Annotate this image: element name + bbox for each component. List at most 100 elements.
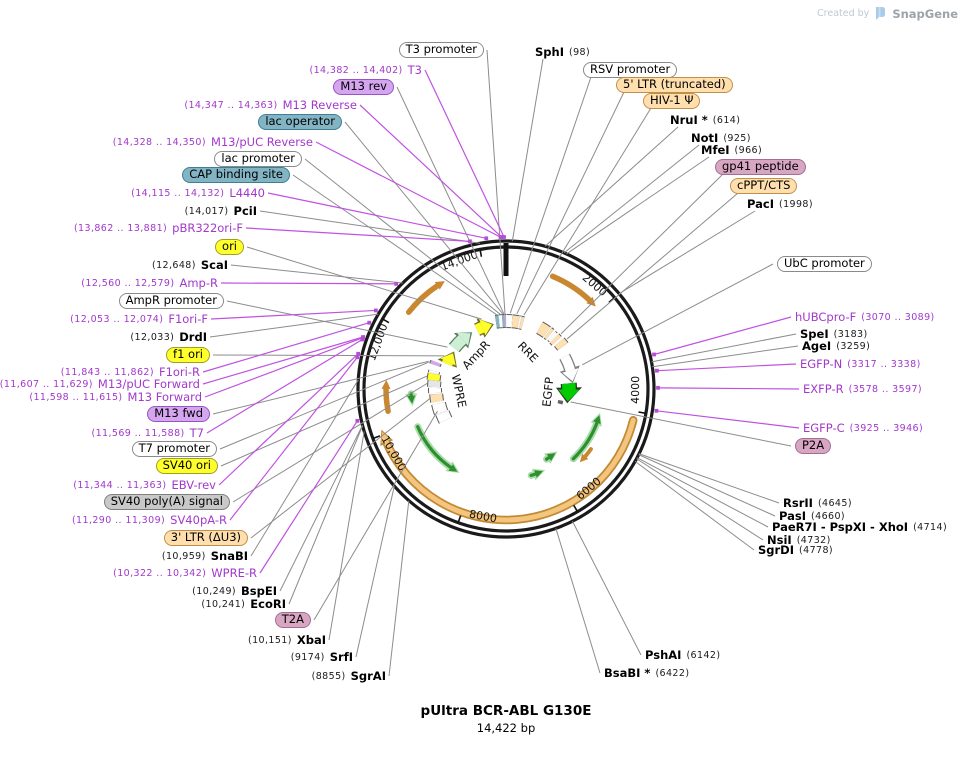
gene-arrow-small-3-head[interactable] [407,395,416,404]
primer-label-amp-r[interactable]: (12,560 .. 12,579) Amp-R [81,274,218,292]
feature-label-rsv-promoter[interactable]: RSV promoter [583,61,678,79]
feature-label-t2a[interactable]: T2A [274,611,311,629]
primer-label-pbr322ori-f[interactable]: (13,862 .. 13,881) pBR322ori-F [74,219,243,237]
feature-label-t7-promoter[interactable]: T7 promoter [131,440,217,458]
enzyme-label-sphi[interactable]: SphI (98) [535,43,590,61]
enzyme-label-xbai[interactable]: (10,151) XbaI [248,631,326,649]
enzyme-label-srfi[interactable]: (9174) SrfI [291,648,353,666]
primer-label-f1ori-f[interactable]: (12,053 .. 12,074) F1ori-F [70,310,208,328]
enzyme-label-nrui[interactable]: NruI * (614) [670,111,740,129]
bcr-abl-gene-arc[interactable] [383,417,636,523]
enzyme-label-mfei[interactable]: MfeI (966) [701,141,762,159]
primer-label-exfp-r[interactable]: EXFP-R (3578 .. 3597) [803,380,922,398]
gene-arrow-small-1[interactable] [529,472,538,477]
enzyme-label-ecori[interactable]: (10,241) EcoRI [201,595,286,613]
sv40-ori-box[interactable] [427,372,441,382]
enzyme-label-sgrdi[interactable]: SgrDI (4778) [758,541,833,559]
feature-label-m13-rev[interactable]: M13 rev [333,78,394,96]
hiv-psi-box[interactable] [519,316,525,329]
feature-label-5-ltr-truncated[interactable]: 5' LTR (truncated) [616,76,733,94]
primer-label-egfp-n[interactable]: EGFP-N (3317 .. 3338) [800,355,921,373]
enzyme-label-scai[interactable]: (12,648) ScaI [152,256,228,274]
feature-label-t3-promoter[interactable]: T3 promoter [398,41,484,59]
feature-label-hiv-1[interactable]: HIV-1 Ψ [643,92,701,110]
primer-label-wpre-r[interactable]: (10,322 .. 10,342) WPRE-R [113,564,257,582]
t7-promoter-box[interactable] [428,369,440,375]
inner-label-wpre[interactable]: WPRE [448,372,470,409]
primer-label-l4440[interactable]: (14,115 .. 14,132) L4440 [131,184,265,202]
f1-ori-arrow[interactable] [442,359,453,367]
m13-fwd-box[interactable] [430,360,441,367]
primer-label-m13-puc-forward[interactable]: (11,607 .. 11,629) M13/pUC Forward [0,375,200,393]
feature-label-f1-ori[interactable]: f1 ori [166,346,210,364]
feature-label-p2a[interactable]: P2A [795,437,832,455]
cppt-box[interactable] [554,338,568,351]
ampr-arrow[interactable] [449,335,467,352]
feature-label-3-ltr-u3[interactable]: 3' LTR (ΔU3) [163,529,248,547]
primer-label-sv40pa-r[interactable]: (11,290 .. 11,309) SV40pA-R [72,511,227,529]
enzyme-label-sgrai[interactable]: (8855) SgrAI [312,667,386,685]
ltr3-arrow-head[interactable] [381,379,391,389]
enzyme-label-pasi[interactable]: PasI (4660) [779,507,845,525]
p2a-tick[interactable] [558,400,563,405]
wpre-box-2[interactable] [432,402,448,415]
feature-label-sv40-poly-a-signal[interactable]: SV40 poly(A) signal [103,493,230,511]
gp41-box[interactable] [550,334,562,345]
orf-upper-left-head[interactable] [434,281,445,290]
gene-arrow-left[interactable] [416,425,453,469]
orf-upper-right[interactable] [549,273,593,303]
enzyme-label-nsii[interactable]: NsiI (4732) [767,531,831,549]
feature-label-cppt-cts[interactable]: cPPT/CTS [730,177,798,195]
gene-arrow-small-2-head[interactable] [546,453,556,461]
enzyme-label-noti[interactable]: NotI (925) [691,129,751,147]
primer-label-egfp-c[interactable]: EGFP-C (3925 .. 3946) [803,419,923,437]
primer-label-t3[interactable]: (14,382 .. 14,402) T3 [309,61,422,79]
inner-label-egfp[interactable]: EGFP [539,376,557,408]
gene-arrow-left-head[interactable] [448,464,458,472]
enzyme-label-rsrii[interactable]: RsrII (4645) [783,494,852,512]
inner-label-rre[interactable]: RRE [514,338,542,366]
feature-label-cap-binding-site[interactable]: CAP binding site [182,166,290,184]
feature-label-ubc-promoter[interactable]: UbC promoter [777,255,872,273]
orf-upper-right-head[interactable] [586,296,596,307]
feature-label-lac-operator[interactable]: lac operator [258,113,342,131]
enzyme-label-spei[interactable]: SpeI (3183) [800,325,868,343]
orf-small-head[interactable] [579,453,589,463]
enzyme-label-bsabi[interactable]: BsaBI * (6422) [604,664,689,682]
ubc-promoter-arrow-head[interactable] [562,368,579,382]
gene-arrow-right-head[interactable] [593,415,601,425]
inner-label-ampr[interactable]: AmpR [459,337,494,373]
feature-label-ori[interactable]: ori [215,238,244,256]
rre-box[interactable] [536,322,551,338]
enzyme-label-snabi[interactable]: (10,959) SnaBI [162,547,248,565]
enzyme-label-pshai[interactable]: PshAI (6142) [645,646,720,664]
feature-label-m13-fwd[interactable]: M13 fwd [147,405,210,423]
ampr-arrow-head[interactable] [456,332,471,346]
primer-label-f1ori-r[interactable]: (11,843 .. 11,862) F1ori-R [61,363,200,381]
primer-label-ebv-rev[interactable]: (11,344 .. 11,363) EBV-rev [73,476,216,494]
egfp-arrow-head[interactable] [558,389,580,402]
rre-box-2[interactable] [544,328,554,340]
gene-arrow-right[interactable] [571,421,599,461]
gene-arrow-small-1-head[interactable] [534,470,543,478]
enzyme-label-paci[interactable]: PacI (1998) [747,195,813,213]
enzyme-label-paer7i-pspxi-xhoi[interactable]: PaeR7I - PspXI - XhoI (4714) [772,518,947,536]
ltr3-box[interactable] [430,393,444,403]
ori-arrow-head[interactable] [479,319,492,336]
feature-label-sv40-ori[interactable]: SV40 ori [155,457,218,475]
enzyme-label-drdi[interactable]: (12,033) DrdI [130,328,207,346]
ltr3-arrow[interactable] [383,386,391,414]
primer-label-m13-puc-reverse[interactable]: (14,328 .. 14,350) M13/pUC Reverse [113,133,313,151]
enzyme-label-agei[interactable]: AgeI (3259) [802,337,870,355]
primer-label-t7[interactable]: (11,569 .. 11,588) T7 [91,424,204,442]
f1-ori-arrow-head[interactable] [440,353,456,366]
sv40-polya-box[interactable] [428,380,441,388]
spacer-box[interactable] [548,331,557,342]
primer-label-hubcpro-f[interactable]: hUBCpro-F (3070 .. 3089) [795,308,935,326]
enzyme-label-pcii[interactable]: (14,017) PciI [185,202,257,220]
enzyme-label-bspei[interactable]: (10,249) BspEI [192,582,277,600]
primer-label-m13-forward[interactable]: (11,598 .. 11,615) M13 Forward [29,388,202,406]
feature-label-ampr-promoter[interactable]: AmpR promoter [118,292,224,310]
primer-label-m13-reverse[interactable]: (14,347 .. 14,363) M13 Reverse [184,96,357,114]
orf-upper-left[interactable] [405,283,441,315]
